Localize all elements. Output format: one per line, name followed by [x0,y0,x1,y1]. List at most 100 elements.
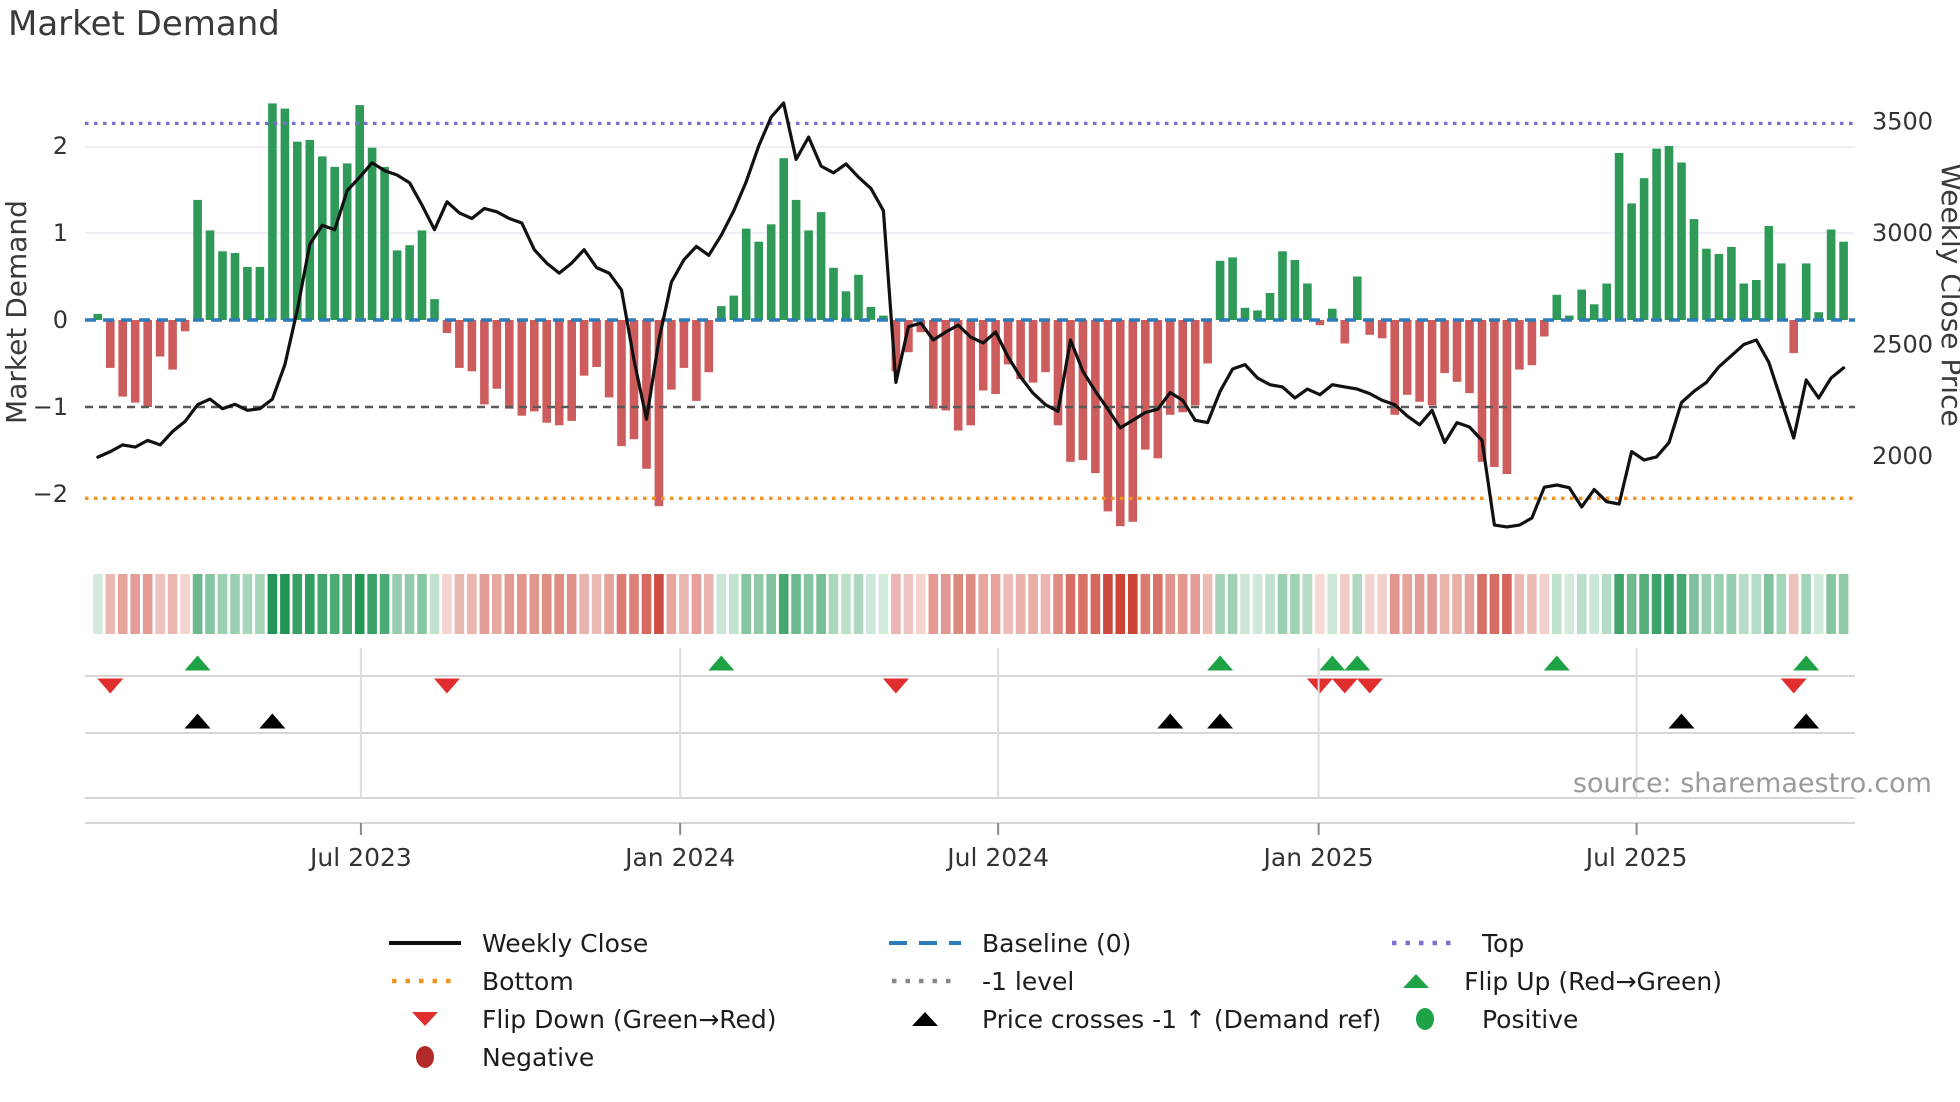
legend-item: Flip Down (Green→Red) [382,1005,882,1034]
flip-down-marker [1356,678,1383,694]
heatmap-cell [392,574,402,634]
price-cross-marker [1207,713,1234,729]
demand-bar [829,267,838,320]
heatmap-cell [1489,574,1500,634]
heatmap-cell [1676,574,1687,634]
flip-up-marker [1793,655,1820,671]
heatmap-cell [280,574,290,634]
demand-bar [1627,203,1636,320]
heatmap-cell [454,574,465,634]
price-cross-marker [1668,713,1695,729]
legend-label: Bottom [482,966,574,996]
heatmap-cell [442,574,452,634]
demand-bar [168,320,177,370]
heatmap-cell [130,574,140,634]
demand-bar [1515,320,1524,370]
demand-bar [1652,148,1661,320]
heatmap-cell [729,574,739,634]
heatmap-cell [629,574,639,634]
heatmap-cell [1015,574,1026,634]
x-tick-label: Jul 2024 [945,843,1049,872]
demand-bar [218,251,227,320]
heatmap-cell [1227,574,1238,634]
heatmap-cell [866,574,876,634]
demand-bar [854,274,863,320]
y-left-axis-title: Market Demand [0,200,33,424]
demand-bar [380,166,389,320]
demand-bar [866,306,876,320]
demand-bar [1452,320,1462,382]
heatmap-cell [180,574,190,634]
demand-bar [417,230,427,320]
flip-down-marker [1780,678,1807,694]
flip-up-marker [1344,655,1371,671]
heatmap-cell [554,574,564,634]
demand-bar [1639,178,1649,320]
price-cross-marker [1157,713,1184,729]
flip-down-marker [1331,678,1358,694]
legend-symbol [382,1045,468,1069]
source-note: source: sharemaestro.com [1573,768,1932,799]
demand-bar [1340,320,1350,344]
heatmap-cell [1527,574,1537,634]
heatmap-cell [367,574,377,634]
legend-symbol [882,1009,968,1029]
demand-bar [779,158,788,320]
demand-bar [704,320,714,373]
demand-bar [118,320,127,397]
demand-bar [1141,320,1150,450]
triangle-up-icon [1403,974,1430,988]
heatmap-cell [1265,574,1275,634]
demand-bar [480,320,489,405]
heatmap-cell [354,574,365,634]
heatmap-cell [517,574,527,634]
heatmap-cell [1215,574,1225,634]
demand-bar [604,320,614,398]
demand-bar [1190,320,1200,406]
demand-bar [1103,320,1113,512]
heatmap-cell [579,574,589,634]
demand-bar [791,199,801,320]
demand-bar [205,230,215,320]
heatmap-cell [716,574,727,634]
demand-bar [1602,283,1611,320]
demand-bar [342,163,352,320]
legend-item: Flip Up (Red→Green) [1382,967,1722,996]
demand-bar [729,295,739,320]
demand-bar [941,320,951,411]
heatmap-cell [928,574,939,634]
demand-bar [243,266,252,320]
demand-bar [355,105,364,320]
heatmap-cell [1128,574,1138,634]
heatmap-cell [1452,574,1462,634]
demand-bar [642,320,651,469]
legend-item: Top [1382,929,1722,958]
heatmap-cell [1103,574,1113,634]
demand-bar [106,320,115,368]
heatmap-cell [691,574,702,634]
heatmap-cell [853,574,864,634]
demand-bar [293,141,302,320]
flip-down-marker [433,678,460,694]
legend-symbol [1382,1007,1468,1031]
demand-bar [1552,294,1562,320]
heatmap-cell [1601,574,1612,634]
demand-bar [754,241,763,320]
heatmap-cell [741,574,751,634]
demand-bar [1789,320,1798,354]
heatmap-cell [329,574,340,634]
flip-up-marker [1319,655,1346,671]
demand-bar [530,320,539,412]
x-tick-label: Jul 2025 [1584,843,1688,872]
heatmap-cell [305,574,315,634]
demand-bar [1777,263,1786,320]
legend-symbol [382,976,468,986]
heatmap-cell [1739,574,1749,634]
y-left-tick-label: 0 [53,306,68,334]
flip-up-marker [1543,655,1570,671]
demand-bar [1228,257,1237,320]
heatmap-cell [1801,574,1811,634]
heatmap-cell [292,574,303,634]
demand-bar [1689,219,1699,320]
demand-bar [430,299,439,320]
